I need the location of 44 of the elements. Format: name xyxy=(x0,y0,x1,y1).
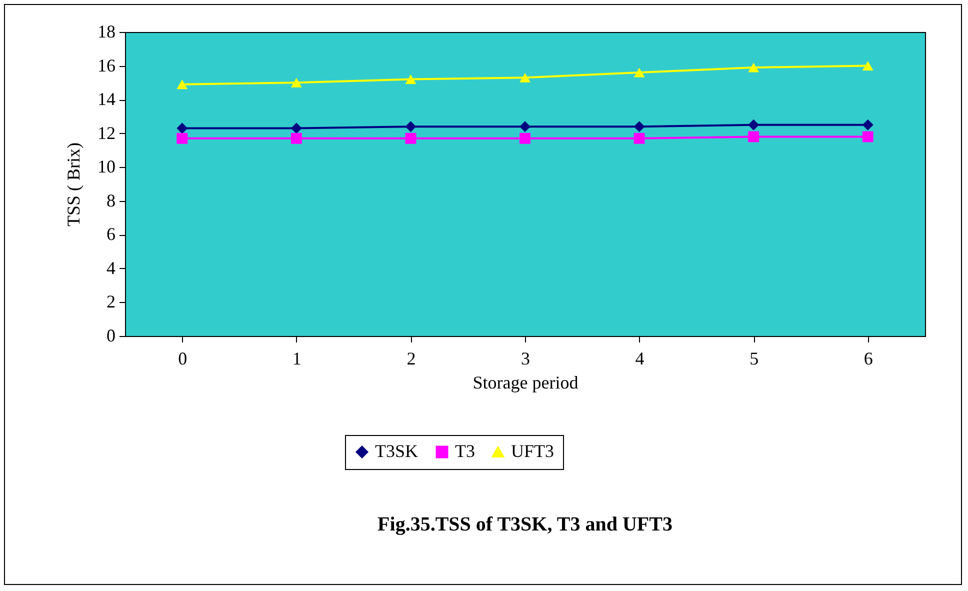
point xyxy=(862,61,874,71)
point xyxy=(290,78,302,88)
point xyxy=(862,119,874,130)
point xyxy=(634,132,645,144)
legend-label: T3SK xyxy=(375,441,418,461)
point xyxy=(748,131,760,142)
point xyxy=(520,121,530,132)
x-tick-label: 0 xyxy=(178,348,188,368)
x-tick-label: 3 xyxy=(521,348,530,368)
text: Fig.35.TSS of T3SK, T3 and UFT3 xyxy=(378,514,672,536)
point xyxy=(748,119,760,130)
x-tick-label: 4 xyxy=(635,348,644,368)
point xyxy=(405,74,416,84)
point xyxy=(862,131,874,142)
legend-label: T3 xyxy=(455,441,475,461)
legend-label: UFT3 xyxy=(511,441,554,461)
y-axis-title: TSS ( Brix) xyxy=(64,142,84,227)
y-tick-label: 8 xyxy=(106,190,116,210)
x-tick-label: 6 xyxy=(864,348,873,368)
point xyxy=(634,121,645,132)
y-tick-label: 14 xyxy=(98,89,116,110)
point xyxy=(176,122,188,134)
x-tick-label: 5 xyxy=(750,348,759,368)
point xyxy=(176,80,188,90)
point xyxy=(405,132,416,144)
point xyxy=(290,122,302,134)
x-tick-label: 1 xyxy=(292,348,302,368)
point xyxy=(520,132,530,144)
x-axis-title: Storage period xyxy=(472,372,578,392)
y-tick-label: 10 xyxy=(98,156,116,177)
point xyxy=(290,132,302,144)
y-tick-label: 6 xyxy=(106,224,116,244)
x-tick-label: 2 xyxy=(406,348,416,368)
y-tick-label: 18 xyxy=(98,22,116,42)
y-tick-label: 16 xyxy=(98,55,116,76)
point xyxy=(176,132,188,144)
point xyxy=(748,62,760,72)
y-tick-label: 4 xyxy=(106,258,116,278)
y-tick-label: 0 xyxy=(106,326,116,346)
y-tick-label: 2 xyxy=(106,292,116,312)
point xyxy=(520,72,530,82)
y-tick-label: 12 xyxy=(98,122,116,143)
point xyxy=(634,68,645,78)
point xyxy=(405,121,416,132)
